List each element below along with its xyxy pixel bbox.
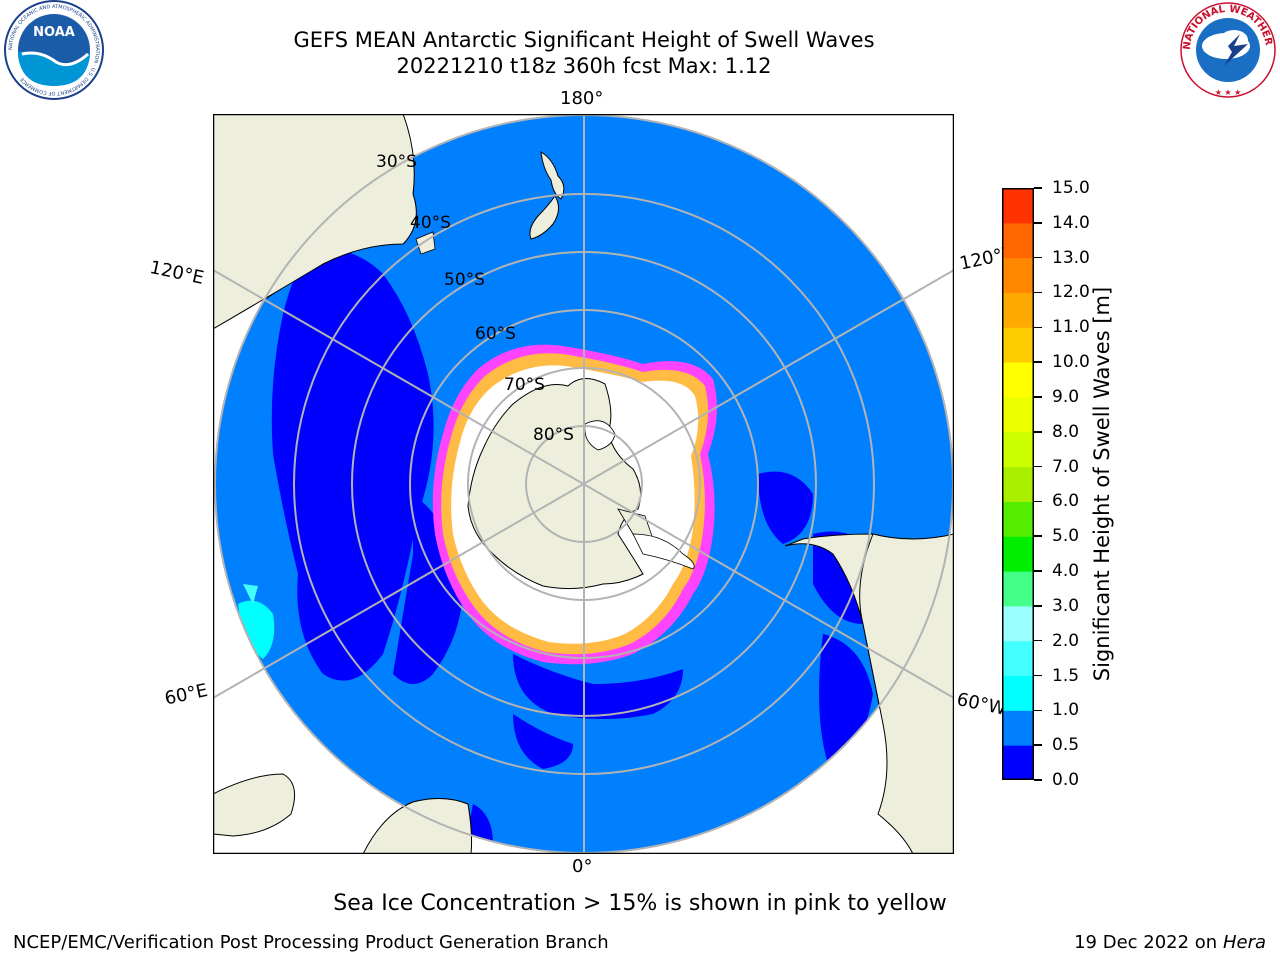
colorbar-tick-label: 4.0 <box>1052 561 1080 582</box>
colorbar-swatch <box>1002 396 1034 433</box>
new-zealand-south <box>529 195 559 240</box>
lon-label-60e: 60°E <box>162 680 210 710</box>
colorbar-tick-mark <box>1034 535 1042 537</box>
colorbar-tick-mark <box>1034 500 1042 503</box>
colorbar-tick-label: 13.0 <box>1052 247 1090 268</box>
svg-text:★ ★ ★: ★ ★ ★ <box>1215 88 1242 97</box>
colorbar-tick-mark <box>1034 187 1042 189</box>
colorbar-tick-mark <box>1034 639 1042 642</box>
lon-label-120e: 120°E <box>147 257 206 289</box>
colorbar-swatch <box>1002 222 1034 259</box>
noaa-logo-text: NOAA <box>33 25 75 40</box>
colorbar-tick-mark <box>1034 709 1042 712</box>
colorbar-tick-label: 11.0 <box>1052 317 1090 338</box>
colorbar-tick-label: 7.0 <box>1052 456 1080 477</box>
colorbar-tick-mark <box>1034 222 1042 224</box>
footer-date-text: 19 Dec 2022 on <box>1074 932 1218 953</box>
nws-logo: NATIONAL WEATHER SERVICE ★ ★ ★ <box>1176 0 1276 98</box>
colorbar-swatch <box>1002 327 1034 363</box>
footer-credit: NCEP/EMC/Verification Post Processing Pr… <box>13 932 609 953</box>
colorbar-swatch <box>1002 640 1034 677</box>
colorbar-tick-label: 6.0 <box>1052 491 1080 512</box>
colorbar-tick-mark <box>1034 779 1042 781</box>
colorbar-tick-label: 1.0 <box>1052 700 1080 721</box>
colorbar-swatch <box>1002 571 1034 607</box>
colorbar-swatch <box>1002 362 1034 398</box>
swell-1m-region <box>238 600 275 659</box>
footer-date: 19 Dec 2022 on Hera <box>1074 933 1266 953</box>
lon-label-0: 0° <box>572 856 593 877</box>
colorbar-swatch <box>1002 257 1034 293</box>
colorbar-tick-mark <box>1034 256 1042 259</box>
lat-label-30s: 30°S <box>376 152 417 172</box>
colorbar-tick-label: 2.0 <box>1052 630 1080 651</box>
colorbar-tick-mark <box>1034 291 1042 294</box>
lat-label-50s: 50°S <box>444 270 485 290</box>
colorbar-tick-mark <box>1034 605 1042 607</box>
chart-subtitle: 20221210 t18z 360h fcst Max: 1.12 <box>396 54 772 78</box>
colorbar-swatch <box>1002 501 1034 537</box>
colorbar-tick-label: 10.0 <box>1052 352 1090 373</box>
colorbar-tick-mark <box>1034 570 1042 572</box>
colorbar-tick-mark <box>1034 326 1042 329</box>
colorbar-tick-label: 5.0 <box>1052 526 1080 547</box>
colorbar-swatch <box>1002 675 1034 711</box>
colorbar-tick-mark <box>1034 465 1042 468</box>
new-zealand-north <box>540 151 565 200</box>
colorbar-tick-label: 8.0 <box>1052 421 1080 442</box>
colorbar-tick-mark <box>1034 674 1042 677</box>
lon-label-180: 180° <box>560 88 604 109</box>
colorbar-swatch <box>1002 466 1034 502</box>
ross-ice-shelf <box>584 420 616 451</box>
colorbar-swatch <box>1002 292 1034 328</box>
lat-label-80s: 80°S <box>533 425 574 445</box>
colorbar-tick-label: 1.5 <box>1052 665 1080 686</box>
chart-title: GEFS MEAN Antarctic Significant Height o… <box>293 28 875 52</box>
lat-label-70s: 70°S <box>504 375 545 395</box>
colorbar-tick-mark <box>1034 431 1042 433</box>
colorbar-tick-label: 12.0 <box>1052 282 1090 303</box>
noaa-logo: NOAA NATIONAL OCEANIC AND ATMOSPHERIC AD… <box>4 0 104 100</box>
colorbar-tick-label: 9.0 <box>1052 386 1080 407</box>
colorbar-tick-mark <box>1034 361 1042 363</box>
colorbar-swatch <box>1002 536 1034 572</box>
colorbar-swatch <box>1002 188 1034 224</box>
polar-map <box>213 114 954 854</box>
lat-label-60s: 60°S <box>475 324 516 344</box>
low-swell-region-south <box>513 654 683 719</box>
footer-host: Hera <box>1222 932 1266 953</box>
colorbar-tick-label: 3.0 <box>1052 595 1080 616</box>
sea-ice-note: Sea Ice Concentration > 15% is shown in … <box>333 891 947 916</box>
colorbar-swatch <box>1002 710 1034 746</box>
colorbar-tick-label: 0.5 <box>1052 735 1080 756</box>
colorbar-swatch <box>1002 431 1034 468</box>
colorbar-tick-label: 15.0 <box>1052 178 1090 198</box>
colorbar-swatch <box>1002 745 1034 780</box>
colorbar-swatch <box>1002 605 1034 642</box>
lon-label-60w: 60°W <box>954 689 1008 720</box>
low-swell-region-east <box>758 471 813 544</box>
colorbar-tick-label: 14.0 <box>1052 212 1090 233</box>
colorbar-title: Significant Height of Swell Waves [m] <box>1090 286 1114 682</box>
colorbar <box>1002 188 1034 780</box>
colorbar-tick-mark <box>1034 396 1042 398</box>
colorbar-tick-label: 0.0 <box>1052 770 1080 790</box>
low-swell-region-south2 <box>513 714 573 769</box>
colorbar-tick-mark <box>1034 744 1042 746</box>
lat-label-40s: 40°S <box>410 213 451 233</box>
